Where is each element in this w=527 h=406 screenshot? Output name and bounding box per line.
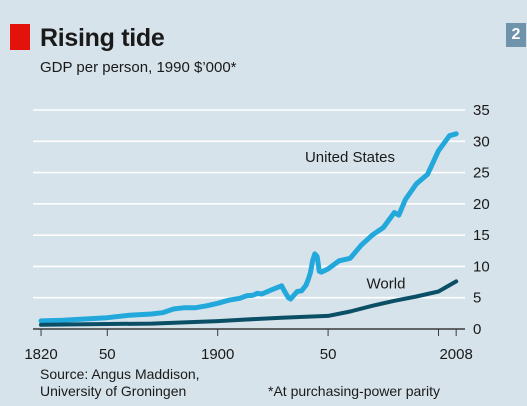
y-tick-label: 25 [473, 165, 490, 182]
y-axis-ticks: 0 5 10 15 20 25 30 35 [473, 102, 490, 338]
y-tick-label: 35 [473, 102, 490, 119]
x-tick-label: 50 [99, 346, 116, 363]
x-tick-label: 50 [320, 346, 337, 363]
chart-subtitle: GDP per person, 1990 $’000* [40, 59, 237, 76]
y-tick-label: 20 [473, 196, 490, 213]
chart-title: Rising tide [40, 24, 165, 52]
source-note: Source: Angus Maddison, University of Gr… [40, 366, 200, 400]
x-axis-ticks: 1820 50 1900 50 2008 [24, 329, 473, 363]
y-tick-label: 30 [473, 133, 490, 150]
series-labels: United States World [305, 149, 405, 292]
source-line-2: University of Groningen [40, 383, 187, 399]
y-tick-label: 15 [473, 227, 490, 244]
series-label-united-states: United States [305, 149, 395, 166]
y-tick-label: 5 [473, 290, 481, 307]
source-line-1: Source: Angus Maddison, [40, 366, 200, 382]
series-line-united-states [38, 131, 459, 324]
x-tick-label: 2008 [439, 346, 472, 363]
y-tick-label: 0 [473, 321, 481, 338]
series-line-world [39, 279, 459, 327]
series-lines [38, 131, 459, 327]
footnote: *At purchasing-power parity [268, 383, 440, 399]
y-tick-label: 10 [473, 258, 490, 275]
red-accent-tab [10, 24, 30, 50]
x-tick-label: 1820 [24, 346, 57, 363]
series-label-world: World [367, 275, 406, 292]
x-tick-label: 1900 [201, 346, 234, 363]
figure-number-badge: 2 [506, 23, 526, 47]
